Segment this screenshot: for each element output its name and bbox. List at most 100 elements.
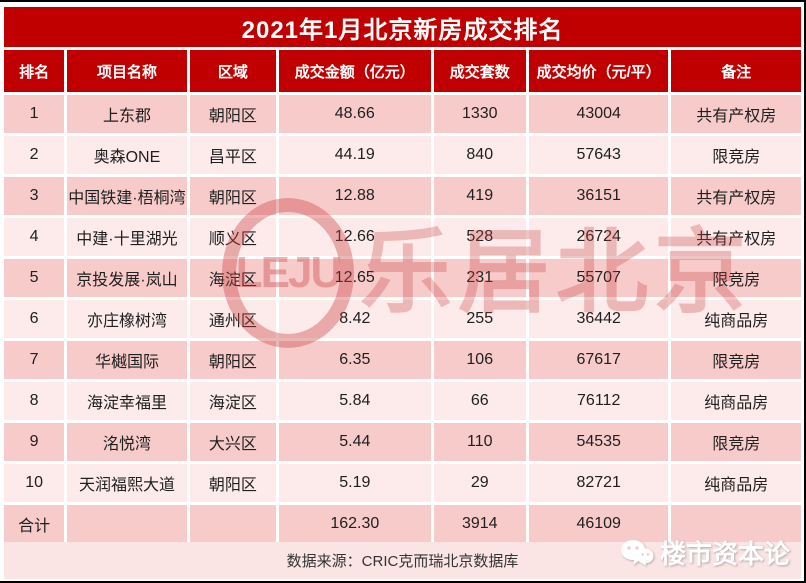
table-row-5-district: 海淀区 — [189, 259, 276, 297]
table-row-3-rank: 3 — [4, 177, 65, 215]
table-row-6-remark: 纯商品房 — [671, 300, 801, 338]
table-row-6-project: 亦庄橡树湾 — [67, 300, 187, 338]
table-row-4: 4 中建·十里湖光 顺义区 12.66 528 26724 共有产权房 — [4, 218, 801, 256]
table-row-total-project — [67, 505, 187, 543]
table-row-4-units: 528 — [433, 218, 526, 256]
table-row-7-rank: 7 — [4, 341, 65, 379]
table-row-6: 6 亦庄橡树湾 通州区 8.42 255 36442 纯商品房 — [4, 300, 801, 338]
table-row-6-district: 通州区 — [189, 300, 276, 338]
table-row-2-rank: 2 — [4, 136, 65, 174]
table-row-3-avg_price: 36151 — [528, 177, 669, 215]
table-row-1-project: 上东郡 — [67, 95, 187, 133]
table-row-9-project: 洺悦湾 — [67, 423, 187, 461]
table-row-8-rank: 8 — [4, 382, 65, 420]
table-row-9-units: 110 — [433, 423, 526, 461]
column-header-6: 备注 — [671, 50, 801, 92]
table-row-2-project: 奥森ONE — [67, 136, 187, 174]
table-row-total-avg_price: 46109 — [528, 505, 669, 543]
table-row-2-units: 840 — [433, 136, 526, 174]
table-row-5-amount: 12.65 — [279, 259, 431, 297]
table-row-4-remark: 共有产权房 — [671, 218, 801, 256]
table-row-9-district: 大兴区 — [189, 423, 276, 461]
table-row-3-district: 朝阳区 — [189, 177, 276, 215]
table-row-1-amount: 48.66 — [279, 95, 431, 133]
table-row-5-avg_price: 55707 — [528, 259, 669, 297]
column-header-0: 排名 — [4, 50, 65, 92]
table-row-6-units: 255 — [433, 300, 526, 338]
table-row-7-amount: 6.35 — [279, 341, 431, 379]
table-row-8-project: 海淀幸福里 — [67, 382, 187, 420]
table-row-total-rank: 合计 — [4, 505, 65, 543]
table-row-3-project: 中国铁建·梧桐湾 — [67, 177, 187, 215]
table-row-total-amount: 162.30 — [279, 505, 431, 543]
table-row-3: 3 中国铁建·梧桐湾 朝阳区 12.88 419 36151 共有产权房 — [4, 177, 801, 215]
column-header-5: 成交均价（元/平） — [528, 50, 669, 92]
table-row-total-remark — [671, 505, 801, 543]
table-row-4-amount: 12.66 — [279, 218, 431, 256]
table-row-1: 1 上东郡 朝阳区 48.66 1330 43004 共有产权房 — [4, 95, 801, 133]
table-row-2-amount: 44.19 — [279, 136, 431, 174]
table-row-9: 9 洺悦湾 大兴区 5.44 110 54535 限竞房 — [4, 423, 801, 461]
table-row-10-amount: 5.19 — [279, 464, 431, 502]
table-row-1-remark: 共有产权房 — [671, 95, 801, 133]
table-row-10: 10 天润福熙大道 朝阳区 5.19 29 82721 纯商品房 — [4, 464, 801, 502]
table-row-5-units: 231 — [433, 259, 526, 297]
page-title: 2021年1月北京新房成交排名 — [4, 7, 801, 47]
table-row-7-district: 朝阳区 — [189, 341, 276, 379]
table-row-3-units: 419 — [433, 177, 526, 215]
table-row-7: 7 华樾国际 朝阳区 6.35 106 67617 限竞房 — [4, 341, 801, 379]
table-row-8-avg_price: 76112 — [528, 382, 669, 420]
table-row-2-remark: 限竞房 — [671, 136, 801, 174]
table-row-8-district: 海淀区 — [189, 382, 276, 420]
table-row-9-avg_price: 54535 — [528, 423, 669, 461]
table-row-9-rank: 9 — [4, 423, 65, 461]
table-row-5: 5 京投发展·岚山 海淀区 12.65 231 55707 限竞房 — [4, 259, 801, 297]
table-row-10-units: 29 — [433, 464, 526, 502]
data-source-text: 数据来源：CRIC克而瑞北京数据库 — [286, 553, 519, 570]
table-row-9-remark: 限竞房 — [671, 423, 801, 461]
column-header-2: 区域 — [189, 50, 276, 92]
table-row-total-district — [189, 505, 276, 543]
table-row-1-avg_price: 43004 — [528, 95, 669, 133]
table-row-6-rank: 6 — [4, 300, 65, 338]
table-row-10-rank: 10 — [4, 464, 65, 502]
table-row-9-amount: 5.44 — [279, 423, 431, 461]
table-row-7-units: 106 — [433, 341, 526, 379]
table-row-2-avg_price: 57643 — [528, 136, 669, 174]
table-row-5-remark: 限竞房 — [671, 259, 801, 297]
table-row-8-remark: 纯商品房 — [671, 382, 801, 420]
table-row-6-avg_price: 36442 — [528, 300, 669, 338]
table-row-7-avg_price: 67617 — [528, 341, 669, 379]
table-row-4-project: 中建·十里湖光 — [67, 218, 187, 256]
table-header-row: 排名 项目名称 区域 成交金额（亿元） 成交套数 成交均价（元/平） 备注 — [4, 50, 801, 92]
table-row-3-amount: 12.88 — [279, 177, 431, 215]
table-row-total-units: 3914 — [433, 505, 526, 543]
table-row-2-district: 昌平区 — [189, 136, 276, 174]
table-row-8-amount: 5.84 — [279, 382, 431, 420]
table-row-10-remark: 纯商品房 — [671, 464, 801, 502]
table-row-4-district: 顺义区 — [189, 218, 276, 256]
table-row-3-remark: 共有产权房 — [671, 177, 801, 215]
table-row-5-rank: 5 — [4, 259, 65, 297]
table-row-6-amount: 8.42 — [279, 300, 431, 338]
table-row-8: 8 海淀幸福里 海淀区 5.84 66 76112 纯商品房 — [4, 382, 801, 420]
column-header-1: 项目名称 — [67, 50, 187, 92]
column-header-3: 成交金额（亿元） — [279, 50, 431, 92]
table-row-5-project: 京投发展·岚山 — [67, 259, 187, 297]
table-row-10-avg_price: 82721 — [528, 464, 669, 502]
table-row-7-remark: 限竞房 — [671, 341, 801, 379]
table-row-1-units: 1330 — [433, 95, 526, 133]
column-header-4: 成交套数 — [433, 50, 526, 92]
table-row-10-project: 天润福熙大道 — [67, 464, 187, 502]
table-row-8-units: 66 — [433, 382, 526, 420]
table-row-1-rank: 1 — [4, 95, 65, 133]
data-source-bar: 数据来源：CRIC克而瑞北京数据库 — [4, 542, 801, 579]
table-row-4-avg_price: 26724 — [528, 218, 669, 256]
sales-table: 排名 项目名称 区域 成交金额（亿元） 成交套数 成交均价（元/平） 备注 1 上东郡 朝阳区 4… — [1, 47, 804, 546]
table-row-10-district: 朝阳区 — [189, 464, 276, 502]
table-row-2: 2 奥森ONE 昌平区 44.19 840 57643 限竞房 — [4, 136, 801, 174]
table-row-4-rank: 4 — [4, 218, 65, 256]
table-row-total: 合计 162.30 3914 46109 — [4, 505, 801, 543]
table-row-1-district: 朝阳区 — [189, 95, 276, 133]
